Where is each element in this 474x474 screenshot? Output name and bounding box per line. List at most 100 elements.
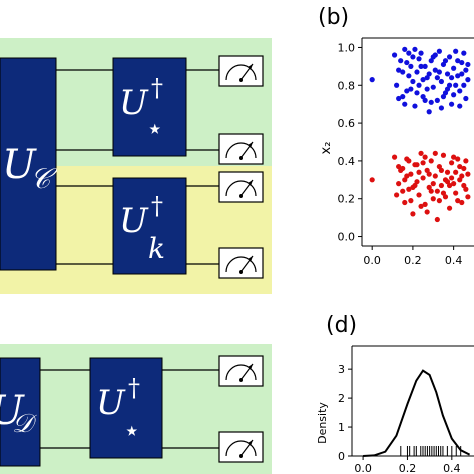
point-class-blue (465, 77, 471, 83)
point-class-red (369, 177, 375, 183)
density-curve (363, 369, 471, 457)
point-class-blue (402, 101, 408, 107)
y-tick-label: 3 (338, 363, 345, 376)
y-tick-label: 0.0 (338, 231, 356, 244)
point-class-red (428, 188, 434, 194)
point-class-red (422, 154, 428, 160)
point-class-blue (422, 97, 428, 103)
point-class-blue (453, 48, 459, 54)
point-class-red (430, 181, 436, 187)
point-class-red (461, 165, 467, 172)
point-class-blue (455, 58, 461, 64)
point-class-red (451, 181, 457, 187)
point-class-blue (398, 58, 404, 64)
point-class-red (396, 163, 402, 170)
point-class-red (420, 175, 426, 181)
gate-k-sup: † (151, 192, 163, 220)
panel-label-b: (b) (318, 5, 349, 30)
point-class-blue (402, 46, 408, 52)
point-class-red (418, 203, 424, 209)
point-class-red (449, 175, 455, 181)
point-class-red (391, 154, 398, 160)
y-tick-label: 0.6 (338, 117, 356, 130)
x-tick-label: 0.4 (445, 254, 463, 267)
point-class-red (457, 163, 463, 170)
x-tick-label: 0.2 (404, 254, 422, 267)
point-class-blue (430, 84, 436, 90)
point-class-red (416, 169, 422, 175)
y-tick-label: 0.8 (338, 79, 356, 92)
point-class-red (424, 209, 430, 215)
y-tick-label: 0 (338, 450, 345, 463)
point-class-blue (465, 61, 471, 68)
gate-star-top-sub: ⋆ (146, 112, 164, 145)
point-class-blue (414, 90, 420, 96)
point-class-red (459, 173, 465, 179)
point-class-red (394, 192, 400, 198)
point-class-red (465, 171, 471, 177)
point-class-blue (463, 67, 469, 73)
y-axis-label: x₂ (319, 142, 334, 155)
point-class-blue (455, 73, 461, 79)
point-class-blue (422, 63, 428, 69)
point-class-blue (451, 65, 457, 71)
point-class-red (410, 211, 416, 217)
point-class-red (451, 154, 457, 160)
point-class-blue (418, 63, 424, 69)
point-class-blue (434, 75, 440, 81)
meter-icon (218, 247, 264, 279)
density-chart: 0 1 2 3 0.0 0.2 0.4 Density (316, 345, 474, 474)
meter-icon (218, 431, 264, 463)
point-class-blue (408, 63, 414, 69)
gate-star-bottom-sub: ⋆ (123, 414, 141, 447)
encoding-gate-bottom (0, 357, 41, 467)
point-class-red (408, 171, 414, 177)
point-class-blue (442, 58, 449, 64)
point-class-blue (444, 86, 451, 92)
x-tick-label: 0.2 (399, 462, 417, 474)
x-tick-label: 0.4 (443, 462, 461, 474)
point-class-blue (432, 67, 438, 73)
panel-label-d: (d) (326, 313, 357, 338)
point-class-red (455, 156, 461, 162)
point-class-blue (416, 82, 422, 88)
point-class-blue (453, 82, 459, 88)
point-class-blue (416, 56, 422, 62)
point-class-blue (438, 105, 445, 111)
point-class-blue (408, 86, 414, 92)
point-class-blue (400, 69, 406, 75)
point-class-red (455, 198, 461, 204)
meter-icon (218, 355, 264, 387)
point-class-blue (414, 69, 420, 75)
point-class-blue (394, 82, 400, 88)
circuit-top: U 𝒞 U † ⋆ U † k (0, 38, 272, 294)
point-class-red (440, 152, 447, 158)
point-class-red (404, 173, 410, 179)
meter-icon (218, 133, 264, 165)
point-class-red (453, 190, 459, 196)
point-class-blue (428, 99, 434, 105)
point-class-red (400, 188, 406, 194)
point-class-red (426, 171, 432, 177)
point-class-red (465, 194, 471, 200)
point-class-blue (424, 86, 430, 92)
point-class-red (432, 150, 438, 156)
point-class-red (434, 188, 440, 194)
y-tick-label: 0.2 (338, 193, 356, 206)
point-class-blue (396, 95, 402, 102)
point-class-red (396, 181, 402, 187)
point-class-red (434, 216, 440, 223)
gate-star-top (112, 57, 187, 157)
point-class-blue (396, 67, 402, 73)
point-class-red (428, 158, 434, 164)
encoding-gate-top-base: U (2, 142, 37, 188)
point-class-blue (461, 50, 467, 56)
point-class-blue (412, 103, 418, 109)
point-class-blue (418, 50, 424, 56)
point-class-red (438, 182, 445, 189)
point-class-red (420, 160, 426, 166)
point-class-blue (434, 97, 440, 103)
gate-star-bottom-base: U (96, 383, 126, 423)
point-class-blue (410, 78, 416, 85)
